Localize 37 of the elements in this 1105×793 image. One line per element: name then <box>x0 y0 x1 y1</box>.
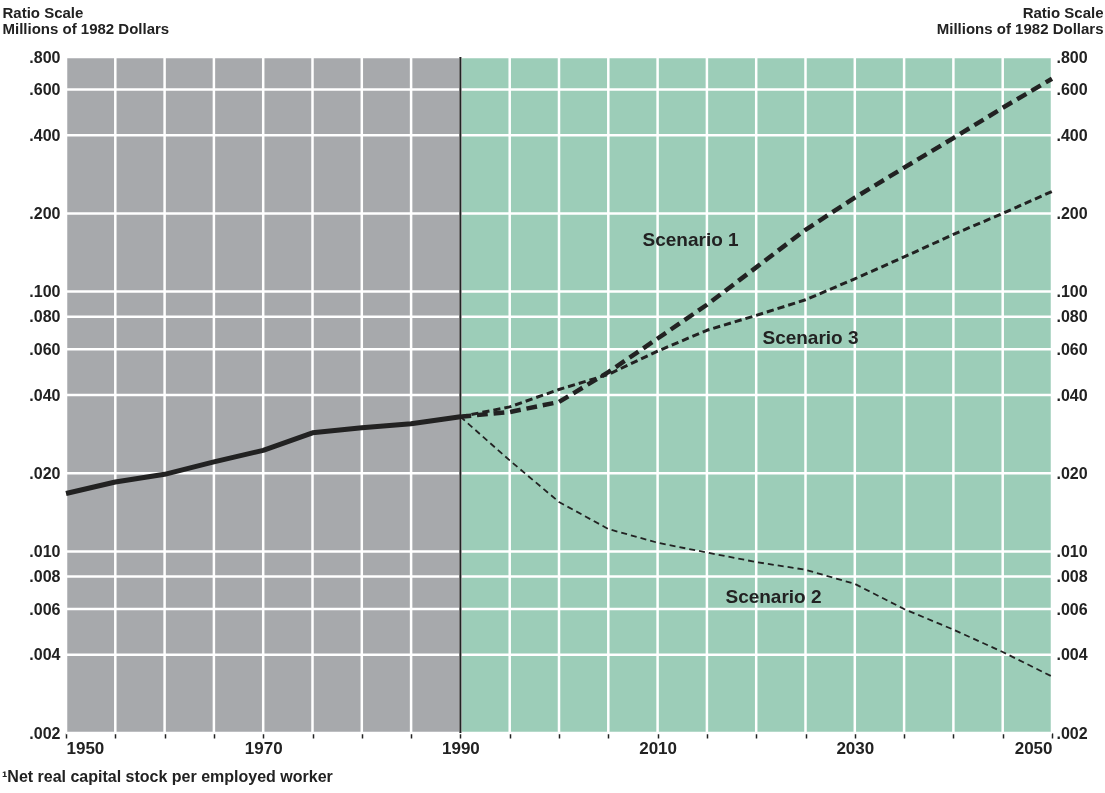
text: .010 <box>29 542 61 560</box>
y-tick-label: .060 <box>1056 340 1088 358</box>
x-tick-label: 1970 <box>244 738 283 758</box>
y-tick-label: .100 <box>1056 283 1088 301</box>
x-tick-label: 1990 <box>441 738 480 758</box>
y-axis-title: Ratio Scale Millions of 1982 Dollars <box>2 3 170 37</box>
text: .004 <box>29 646 61 664</box>
y-tick-label: .020 <box>1056 464 1088 482</box>
text: .060 <box>29 340 61 358</box>
y-tick-label: .040 <box>1056 386 1088 404</box>
y2-axis-title: Ratio Scale Millions of 1982 Dollars <box>936 3 1104 37</box>
y-tick-label: .002 <box>1056 724 1088 742</box>
text: .600 <box>29 80 61 98</box>
y-tick-label: .800 <box>1056 48 1088 66</box>
y-tick-label: .200 <box>1056 204 1088 222</box>
text: .020 <box>29 464 61 482</box>
text: ¹Net real capital stock per employed worker <box>2 768 333 785</box>
text: .400 <box>29 126 61 144</box>
y-tick-label: .004 <box>1056 646 1088 664</box>
x-tick-label: 1950 <box>66 738 105 758</box>
text: .002 <box>29 724 61 742</box>
y-tick-label: .400 <box>1056 126 1088 144</box>
y-tick-label: .600 <box>1056 80 1088 98</box>
text: .008 <box>29 568 61 586</box>
y-tick-label: .010 <box>1056 542 1088 560</box>
text: .006 <box>29 600 61 618</box>
y-tick-label: .008 <box>1056 568 1088 586</box>
x-tick-label: 2030 <box>836 738 875 758</box>
text: .200 <box>29 204 61 222</box>
text: .080 <box>29 308 61 326</box>
y-tick-label: .080 <box>1056 308 1088 326</box>
y-tick-label: .006 <box>1056 600 1088 618</box>
text: .800 <box>29 48 61 66</box>
text: .100 <box>29 283 61 301</box>
text: .040 <box>29 386 61 404</box>
x-tick-label: 2010 <box>639 738 678 758</box>
x-tick-label: 2050 <box>1014 738 1053 758</box>
